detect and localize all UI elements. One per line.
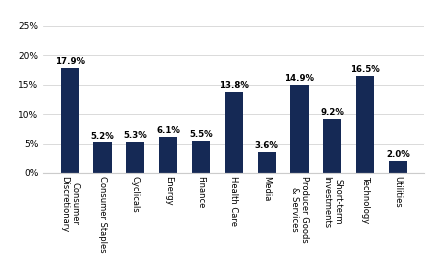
Text: 5.3%: 5.3% [123, 131, 147, 140]
Bar [159, 137, 177, 173]
Bar [94, 142, 112, 173]
Text: 17.9%: 17.9% [55, 57, 84, 66]
Bar [389, 161, 407, 173]
Bar [291, 85, 309, 173]
Text: 14.9%: 14.9% [284, 74, 314, 83]
Bar [61, 68, 79, 173]
Text: 16.5%: 16.5% [350, 65, 380, 74]
Text: 13.8%: 13.8% [219, 81, 249, 90]
Text: 5.2%: 5.2% [90, 132, 114, 141]
Bar [126, 142, 144, 173]
Text: 5.5%: 5.5% [189, 130, 213, 139]
Text: 2.0%: 2.0% [386, 150, 410, 159]
Bar [356, 76, 374, 173]
Bar [258, 152, 276, 173]
Text: 6.1%: 6.1% [156, 126, 180, 135]
Text: 3.6%: 3.6% [255, 141, 278, 150]
Bar [192, 141, 210, 173]
Text: 9.2%: 9.2% [320, 108, 344, 117]
Bar [323, 119, 341, 173]
Bar [225, 92, 243, 173]
